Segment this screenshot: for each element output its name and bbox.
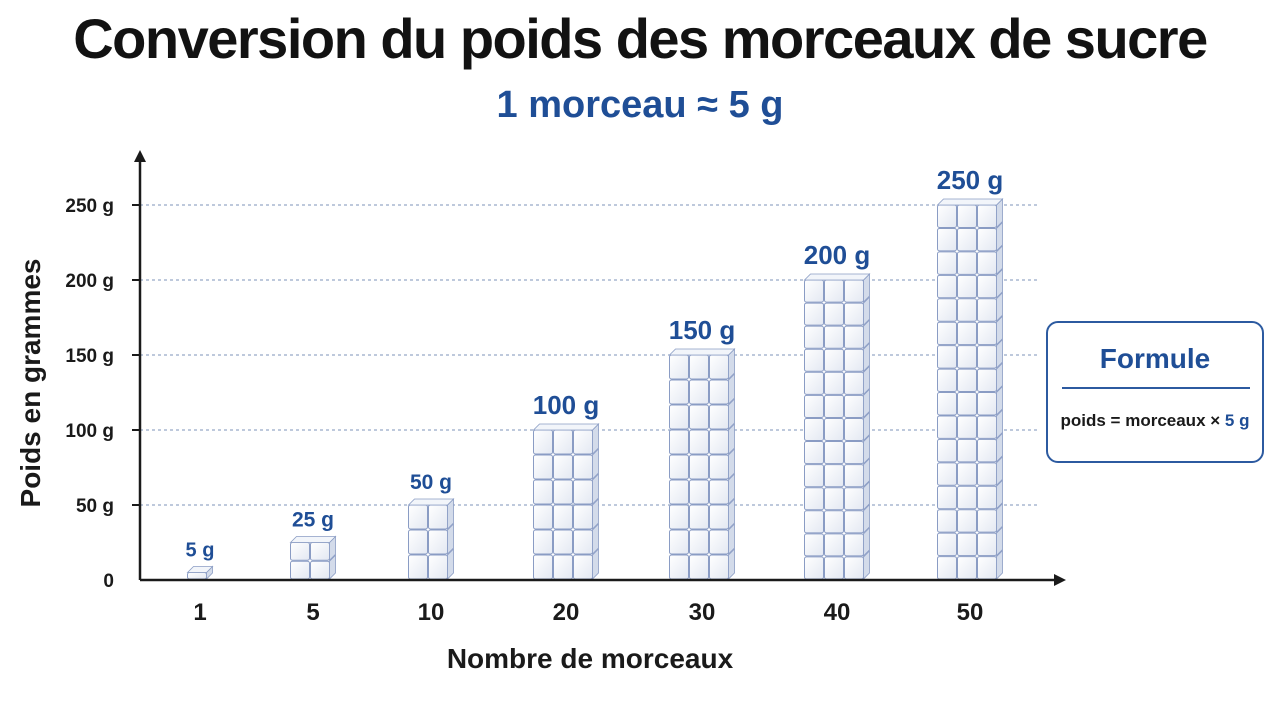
formula-title: Formule <box>1099 343 1211 374</box>
data-label: 100 g <box>533 390 600 420</box>
bar <box>186 565 214 580</box>
data-label: 150 g <box>669 315 736 345</box>
y-tick-label: 250 g <box>65 196 114 217</box>
bar <box>936 198 1004 580</box>
x-tick-label: 5 <box>306 599 319 626</box>
y-tick-label: 50 g <box>76 496 114 517</box>
formula-divider <box>1062 387 1250 389</box>
x-tick-label: 40 <box>824 599 851 626</box>
bar <box>407 498 455 580</box>
y-tick-label: 200 g <box>65 271 114 292</box>
y-axis-label: Poids en grammes <box>15 259 46 508</box>
x-tick-label: 50 <box>957 599 984 626</box>
bar <box>668 348 736 580</box>
x-axis-label: Nombre de morceaux <box>447 643 734 674</box>
formula-box: Formule poids = morceaux × 5 g <box>1046 321 1264 463</box>
data-label: 200 g <box>804 240 871 270</box>
bar <box>289 535 337 580</box>
chart-subtitle: 1 morceau ≈ 5 g <box>496 84 784 126</box>
bar <box>532 423 600 580</box>
y-tick-label: 150 g <box>65 346 114 367</box>
formula-text: poids = morceaux × 5 g <box>1048 411 1262 431</box>
x-tick-label: 10 <box>418 599 445 626</box>
chart-title: Conversion du poids des morceaux de sucr… <box>73 7 1208 70</box>
bar <box>803 273 871 580</box>
data-label: 5 g <box>186 540 215 562</box>
data-label: 25 g <box>292 509 334 532</box>
formula-unit-weight: 5 g <box>1224 411 1250 430</box>
y-tick-label: 100 g <box>65 421 114 442</box>
x-tick-label: 30 <box>689 599 716 626</box>
data-label: 50 g <box>410 471 452 494</box>
x-tick-label: 20 <box>553 599 580 626</box>
x-tick-label: 1 <box>193 599 206 626</box>
y-tick-label: 0 <box>103 571 114 592</box>
formula-expression: poids = morceaux × <box>1060 411 1221 430</box>
data-label: 250 g <box>937 165 1004 195</box>
